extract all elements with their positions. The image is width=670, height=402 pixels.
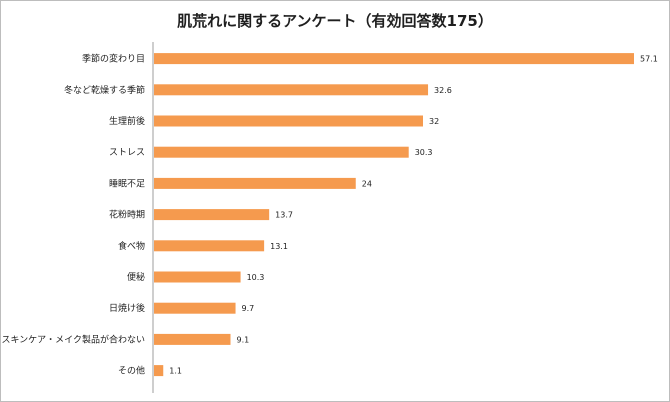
category-label: 便秘 xyxy=(127,271,145,283)
category-label: 日焼け後 xyxy=(109,302,145,314)
category-label: 花粉時期 xyxy=(109,209,145,221)
bar xyxy=(154,240,265,252)
bar xyxy=(154,271,241,283)
data-label: 57.1 xyxy=(640,55,658,64)
bar xyxy=(154,115,424,127)
category-label: 冬など乾燥する季節 xyxy=(64,84,145,96)
category-label: 食べ物 xyxy=(118,240,145,252)
bar xyxy=(154,177,356,189)
data-label: 9.1 xyxy=(236,335,249,344)
data-label: 10.3 xyxy=(247,273,265,282)
data-label: 1.1 xyxy=(169,367,182,376)
category-label: その他 xyxy=(118,365,145,377)
bar xyxy=(154,209,270,221)
data-label: 32 xyxy=(429,117,439,126)
bar xyxy=(154,302,236,314)
data-label: 13.1 xyxy=(270,242,288,251)
data-label: 30.3 xyxy=(415,148,433,157)
category-label: 睡眠不足 xyxy=(109,177,145,189)
bar xyxy=(154,53,634,65)
bar xyxy=(154,365,164,377)
data-label: 13.7 xyxy=(275,211,293,220)
category-label: 季節の変わり目 xyxy=(82,53,145,65)
chart-title: 肌荒れに関するアンケート（有効回答数175） xyxy=(177,12,493,30)
bar xyxy=(154,146,409,158)
data-label: 24 xyxy=(362,179,372,188)
category-label: スキンケア・メイク製品が合わない xyxy=(1,333,145,345)
bar xyxy=(154,333,231,345)
data-label: 9.7 xyxy=(242,304,255,313)
bar xyxy=(154,84,429,96)
category-label: ストレス xyxy=(109,148,145,158)
data-label: 32.6 xyxy=(434,86,452,95)
category-label: 生理前後 xyxy=(109,115,145,127)
